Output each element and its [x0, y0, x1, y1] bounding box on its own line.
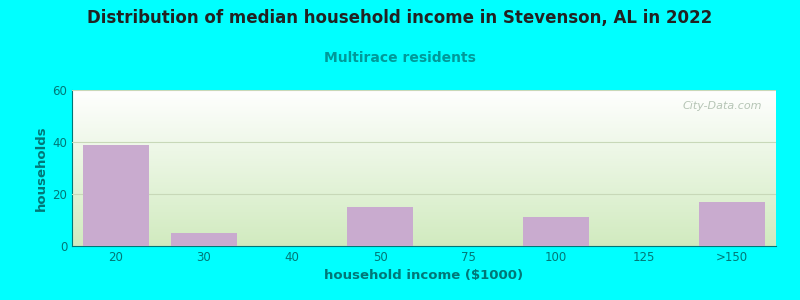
X-axis label: household income ($1000): household income ($1000) — [325, 269, 523, 282]
Bar — [523, 218, 589, 246]
Bar — [699, 202, 765, 246]
Text: Distribution of median household income in Stevenson, AL in 2022: Distribution of median household income … — [87, 9, 713, 27]
Text: City-Data.com: City-Data.com — [682, 101, 762, 111]
Bar — [83, 145, 149, 246]
Text: Multirace residents: Multirace residents — [324, 51, 476, 65]
Bar — [347, 207, 413, 246]
Bar — [171, 233, 237, 246]
Y-axis label: households: households — [35, 125, 48, 211]
